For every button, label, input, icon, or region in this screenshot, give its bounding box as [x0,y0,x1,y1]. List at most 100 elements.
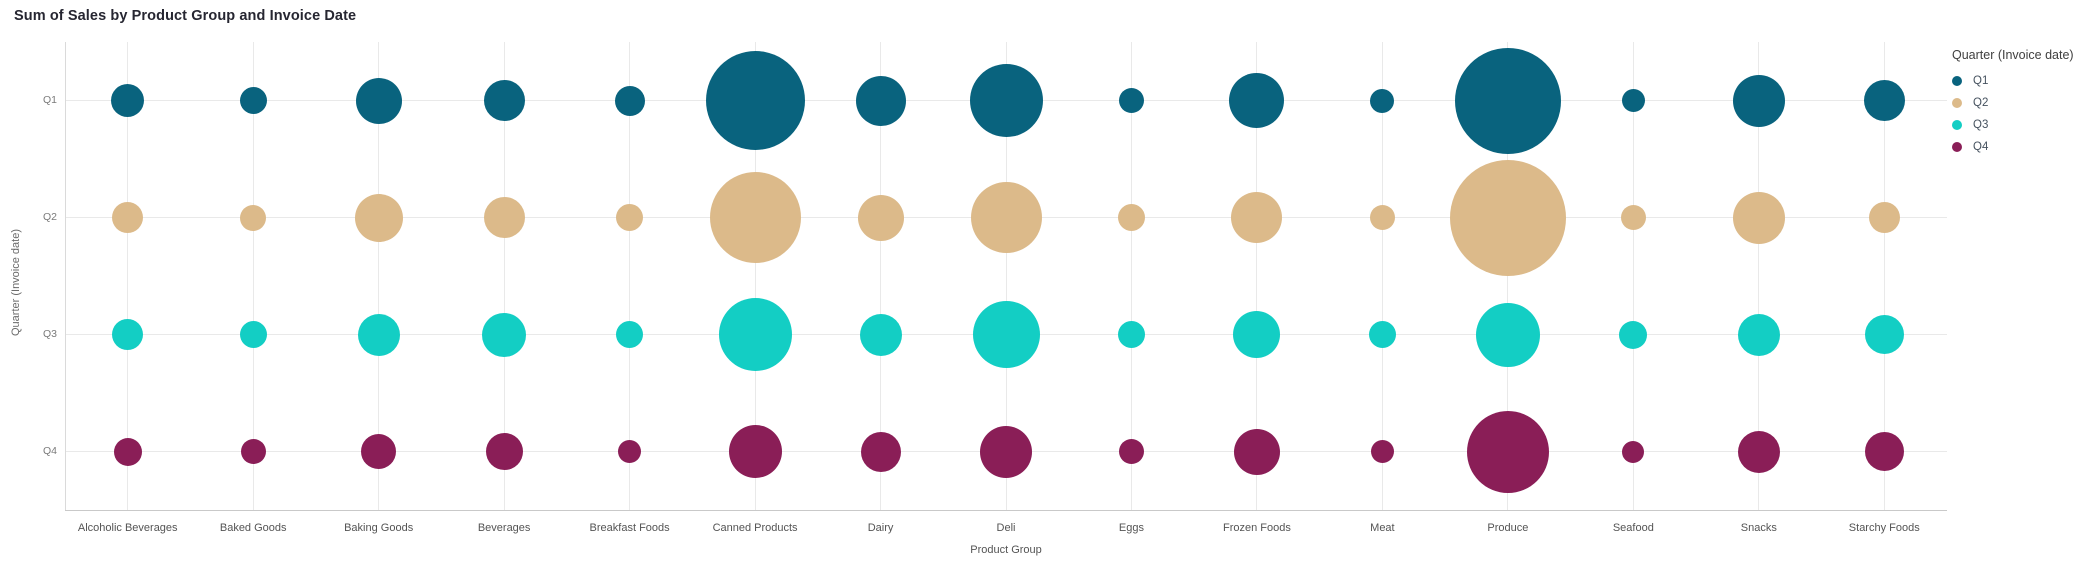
bubble[interactable] [1737,313,1780,356]
bubble[interactable] [1732,191,1785,244]
bubble[interactable] [857,194,904,241]
x-tick-label: Meat [1370,522,1395,534]
bubble[interactable] [361,434,397,469]
vertical-gridline [1758,42,1760,510]
x-tick-label: Eggs [1118,522,1144,534]
bubble[interactable] [1117,321,1145,348]
x-tick-label: Seafood [1612,522,1654,534]
bubble[interactable] [1620,205,1646,230]
bubble[interactable] [112,319,144,350]
legend-title: Quarter (Invoice date) [1952,48,2074,62]
bubble[interactable] [239,87,267,114]
x-tick-label: Canned Products [712,522,798,534]
bubble[interactable] [1619,320,1648,349]
bubble[interactable] [614,85,645,116]
vertical-gridline [1005,42,1007,510]
bubble[interactable] [1454,47,1561,154]
bubble[interactable] [357,313,400,356]
bubble[interactable] [1449,159,1566,276]
bubble[interactable] [705,51,805,150]
bubble[interactable] [1864,432,1904,471]
bubble[interactable] [239,321,267,348]
y-axis-title: Quarter (Invoice date) [10,229,22,336]
bubble[interactable] [1621,89,1645,112]
vertical-gridline [880,42,882,510]
bubble[interactable] [1863,80,1905,121]
bubble[interactable] [618,440,642,463]
bubble[interactable] [482,312,527,357]
bubble[interactable] [354,193,403,242]
y-tick-label: Q1 [42,94,57,106]
x-tick-label: Baked Goods [219,522,287,534]
bubble[interactable] [240,439,266,464]
legend-item-label: Q2 [1973,97,1989,109]
bubble[interactable] [355,77,402,124]
vertical-gridline [252,42,254,510]
bubble[interactable] [112,202,144,233]
bubble[interactable] [728,425,782,478]
bubble[interactable] [113,437,142,466]
vertical-gridline [378,42,380,510]
bubble[interactable] [1233,311,1281,358]
bubble[interactable] [980,425,1032,478]
bubble[interactable] [616,204,644,231]
bubble[interactable] [969,64,1043,137]
bubble[interactable] [240,204,267,231]
bubble[interactable] [1732,74,1785,127]
bubble[interactable] [616,321,644,348]
legend-item-q4[interactable]: Q4 [1952,141,2090,153]
x-tick-label: Alcoholic Beverages [77,522,178,534]
y-axis-line [65,42,66,510]
x-tick-label: Dairy [867,522,894,534]
bubble[interactable] [855,75,906,126]
bubble[interactable] [1466,410,1549,493]
x-tick-label: Snacks [1740,522,1777,534]
bubble[interactable] [1475,302,1540,367]
bubble[interactable] [1118,439,1144,464]
legend-color-dot-icon [1952,76,1962,86]
bubble[interactable] [1369,205,1395,230]
x-tick-label: Breakfast Foods [589,522,670,534]
legend: Quarter (Invoice date) Q1 Q2 Q3 Q4 [1952,48,2090,163]
bubble[interactable] [1370,88,1395,113]
bubble[interactable] [1117,204,1145,231]
legend-item-label: Q3 [1973,119,1989,131]
bubble[interactable] [972,301,1040,368]
legend-item-q3[interactable]: Q3 [1952,119,2090,131]
bubble[interactable] [111,84,145,117]
x-tick-label: Deli [996,522,1016,534]
legend-item-q2[interactable]: Q2 [1952,97,2090,109]
legend-color-dot-icon [1952,142,1962,152]
legend-items: Q1 Q2 Q3 Q4 [1952,75,2090,153]
bubble[interactable] [1868,202,1900,233]
legend-color-dot-icon [1952,98,1962,108]
bubble[interactable] [860,431,901,472]
bubble[interactable] [1370,440,1394,463]
vertical-gridline [1256,42,1258,510]
bubble[interactable] [970,182,1042,253]
bubble[interactable] [1368,321,1396,348]
bubble[interactable] [1233,428,1280,475]
y-tick-label: Q2 [42,211,57,223]
y-tick-label: Q4 [42,445,57,457]
bubble[interactable] [709,172,801,263]
vertical-gridline [503,42,505,510]
bubble[interactable] [483,197,525,238]
bubble[interactable] [1864,315,1904,354]
bubble[interactable] [483,80,525,121]
vertical-gridline [1381,42,1383,510]
legend-item-label: Q1 [1973,75,1989,87]
bubble[interactable] [1229,73,1285,128]
bubble[interactable] [718,298,792,371]
x-tick-label: Beverages [477,522,531,534]
bubble[interactable] [485,433,523,470]
bubble[interactable] [1231,192,1283,243]
legend-item-q1[interactable]: Q1 [1952,75,2090,87]
bubble[interactable] [1118,88,1144,113]
bubble[interactable] [1737,430,1780,473]
vertical-gridline [127,42,129,510]
bubble[interactable] [859,313,902,356]
bubble[interactable] [1622,440,1645,463]
